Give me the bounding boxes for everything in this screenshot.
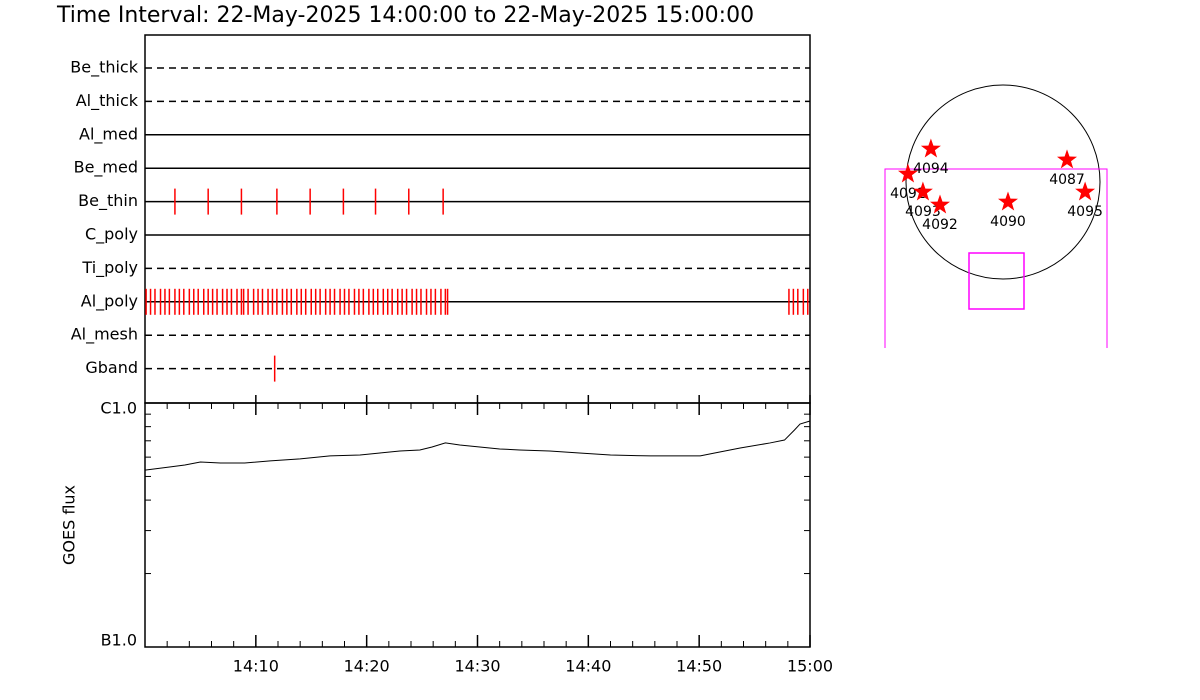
x-tick-label: 14:50	[676, 657, 722, 676]
region-label: 4087	[1049, 172, 1085, 188]
goes-curve	[144, 420, 811, 471]
region-star	[930, 194, 950, 214]
fov-outline	[884, 168, 1108, 348]
region-label: 4092	[922, 217, 958, 233]
x-tick-label: 14:10	[233, 657, 279, 676]
row-label: Be_thin	[78, 191, 138, 211]
row-label: Al_med	[79, 124, 138, 144]
row-label: Be_med	[74, 158, 138, 178]
y-tick-label: C1.0	[100, 399, 137, 418]
x-tick-label: 14:40	[565, 657, 611, 676]
region-star	[920, 138, 941, 158]
x-tick-label: 14:20	[344, 657, 390, 676]
x-tick-label: 15:00	[787, 657, 833, 676]
region-label: 4095	[1067, 204, 1103, 220]
y-axis-label: GOES flux	[60, 485, 79, 565]
region-label: 4094	[913, 161, 949, 177]
row-label: Al_thick	[76, 91, 139, 111]
row-label: Gband	[85, 358, 138, 377]
plot-title: Time Interval: 22-May-2025 14:00:00 to 2…	[56, 3, 754, 28]
region-star	[1057, 149, 1077, 169]
region-star	[998, 191, 1018, 211]
row-label: Al_mesh	[71, 325, 138, 345]
solar-limb	[905, 84, 1101, 280]
y-tick-label: B1.0	[101, 631, 137, 650]
region-star	[898, 163, 918, 183]
region-star	[913, 181, 933, 201]
x-tick-label: 14:30	[454, 657, 500, 676]
fov-box	[968, 252, 1025, 310]
region-label: 4093	[905, 204, 941, 220]
row-label: Ti_poly	[81, 258, 138, 278]
row-label: Be_thick	[70, 58, 138, 78]
row-label: C_poly	[85, 225, 138, 245]
row-label: Al_poly	[81, 291, 138, 311]
region-star	[1075, 181, 1096, 201]
region-label: 4090	[990, 214, 1026, 230]
